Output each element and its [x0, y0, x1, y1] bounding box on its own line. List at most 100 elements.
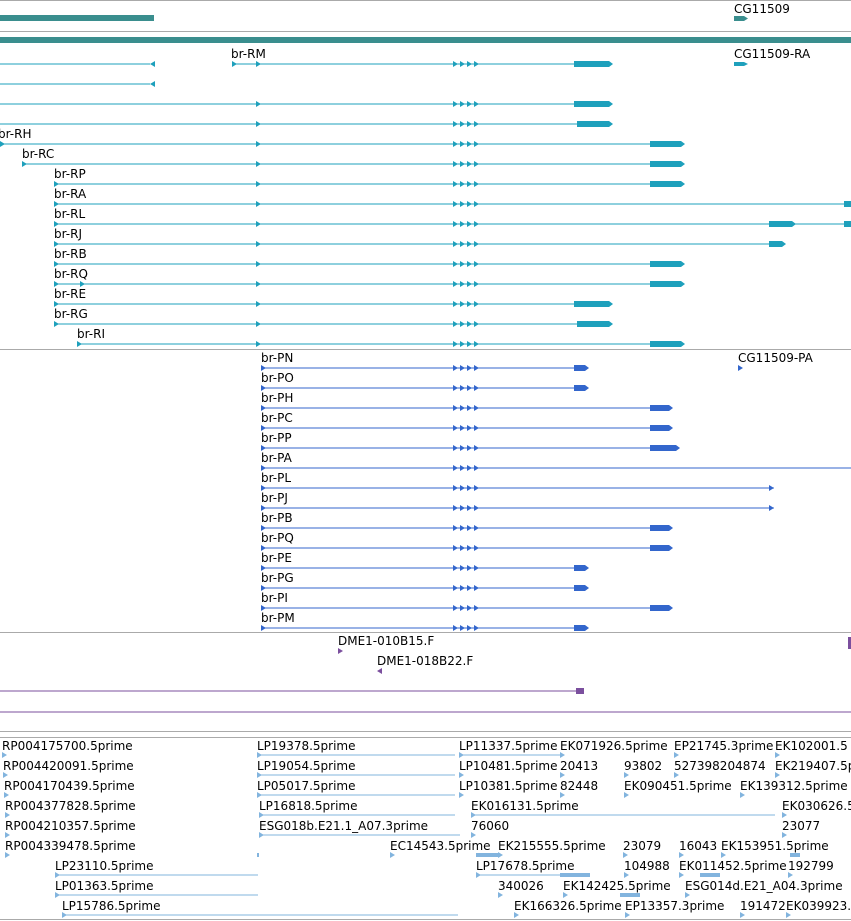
arrow-right-icon — [738, 365, 743, 371]
est-label-ep13357-3prime[interactable]: EP13357.3prime — [625, 899, 724, 913]
transcript-label-br-pl[interactable]: br-PL — [261, 471, 291, 485]
est-label-340026[interactable]: 340026 — [498, 879, 544, 893]
transcript-label-br-pj[interactable]: br-PJ — [261, 491, 288, 505]
arrow-right-icon — [459, 752, 464, 758]
est-label-rp004210357-5prime[interactable]: RP004210357.5prime — [5, 819, 136, 833]
clone-label-dme1-018b22-f[interactable]: DME1-018B22.F — [377, 654, 473, 668]
est-label-ek142425-5prime[interactable]: EK142425.5prime — [563, 879, 671, 893]
est-label-lp23110-5prime[interactable]: LP23110.5prime — [55, 859, 154, 873]
est-label-rp004339478-5prime[interactable]: RP004339478.5prime — [5, 839, 136, 853]
est-label-ek030626-5[interactable]: EK030626.5 — [782, 799, 851, 813]
transcript-label-br-pg[interactable]: br-PG — [261, 571, 294, 585]
est-label-rp004377828-5prime[interactable]: RP004377828.5prime — [5, 799, 136, 813]
transcript-label-br-rj[interactable]: br-RJ — [54, 227, 82, 241]
est-label-ek011452-5prime[interactable]: EK011452.5prime — [679, 859, 787, 873]
est-label-rp004420091-5prime[interactable]: RP004420091.5prime — [3, 759, 134, 773]
est-label-ek139312-5prime[interactable]: EK139312.5prime — [740, 779, 848, 793]
arrow-right-icon — [80, 281, 85, 287]
est-label-lp16818-5prime[interactable]: LP16818.5prime — [259, 799, 358, 813]
transcript-label-br-ra[interactable]: br-RA — [54, 187, 87, 201]
est-label-ek016131-5prime[interactable]: EK016131.5prime — [471, 799, 579, 813]
est-label-lp17678-5prime[interactable]: LP17678.5prime — [476, 859, 575, 873]
gene-bar[interactable] — [0, 15, 154, 21]
est-label-192799[interactable]: 192799 — [788, 859, 834, 873]
est-label-lp10381-5prime[interactable]: LP10381.5prime — [459, 779, 558, 793]
est-label-20413[interactable]: 20413 — [560, 759, 598, 773]
est-label-191472[interactable]: 191472 — [740, 899, 786, 913]
est-label-93802[interactable]: 93802 — [624, 759, 662, 773]
est-label-23079[interactable]: 23079 — [623, 839, 661, 853]
est-exon — [620, 893, 640, 897]
transcript-label-br-pp[interactable]: br-PP — [261, 431, 292, 445]
arrow-right-icon — [467, 301, 472, 307]
est-label-ek219407-5p[interactable]: EK219407.5p — [775, 759, 851, 773]
est-label-esg014d-e21-a04-3prime[interactable]: ESG014d.E21_A04.3prime — [685, 879, 843, 893]
transcript-label-br-pm[interactable]: br-PM — [261, 611, 295, 625]
transcript-label-cg11509-ra[interactable]: CG11509-RA — [734, 47, 811, 61]
est-label-esg018b-e21-1-a07-3prime[interactable]: ESG018b.E21.1_A07.3prime — [259, 819, 428, 833]
arrow-right-icon — [453, 545, 458, 551]
gene-label-cg11509[interactable]: CG11509 — [734, 2, 790, 16]
transcript-label-br-ph[interactable]: br-PH — [261, 391, 293, 405]
est-label-lp10481-5prime[interactable]: LP10481.5prime — [459, 759, 558, 773]
arrow-right-icon — [256, 181, 261, 187]
arrow-right-icon — [740, 792, 745, 798]
coding-exon — [574, 565, 585, 571]
est-label-lp19378-5prime[interactable]: LP19378.5prime — [257, 739, 356, 753]
transcript-label-br-rb[interactable]: br-RB — [54, 247, 87, 261]
transcript-label-br-rq[interactable]: br-RQ — [54, 267, 88, 281]
est-label-ek039923[interactable]: EK039923. — [786, 899, 851, 913]
transcript-label-br-re[interactable]: br-RE — [54, 287, 86, 301]
est-label-ec14543-5prime[interactable]: EC14543.5prime — [390, 839, 491, 853]
est-label-82448[interactable]: 82448 — [560, 779, 598, 793]
est-label-ek153951-5prime[interactable]: EK153951.5prime — [721, 839, 829, 853]
est-label-16043[interactable]: 16043 — [679, 839, 717, 853]
clone-label-dme1-010b15-f[interactable]: DME1-010B15.F — [338, 634, 434, 648]
transcript-label-br-rg[interactable]: br-RG — [54, 307, 88, 321]
est-label-lp05017-5prime[interactable]: LP05017.5prime — [257, 779, 356, 793]
est-label-ek215555-5prime[interactable]: EK215555.5prime — [498, 839, 606, 853]
est-label-23077[interactable]: 23077 — [782, 819, 820, 833]
transcript-label-br-rc[interactable]: br-RC — [22, 147, 54, 161]
transcript-label-br-pa[interactable]: br-PA — [261, 451, 293, 465]
transcript-label-br-rl[interactable]: br-RL — [54, 207, 85, 221]
est-label-ek102001-5[interactable]: EK102001.5 — [775, 739, 848, 753]
arrow-right-icon — [460, 161, 465, 167]
transcript-label-br-po[interactable]: br-PO — [261, 371, 294, 385]
arrow-right-icon — [256, 61, 261, 67]
transcript-label-br-pn[interactable]: br-PN — [261, 351, 293, 365]
est-label-104988[interactable]: 104988 — [624, 859, 670, 873]
est-label-ek166326-5prime[interactable]: EK166326.5prime — [514, 899, 622, 913]
transcript-label-br-ri[interactable]: br-RI — [77, 327, 105, 341]
est-label-lp11337-5prime[interactable]: LP11337.5prime — [459, 739, 558, 753]
transcript-label-br-pe[interactable]: br-PE — [261, 551, 292, 565]
est-label-76060[interactable]: 76060 — [471, 819, 509, 833]
est-label-ek090451-5prime[interactable]: EK090451.5prime — [624, 779, 732, 793]
arrow-right-icon — [476, 872, 481, 878]
arrow-right-icon — [623, 852, 628, 858]
gene-bar[interactable] — [0, 37, 851, 43]
transcript-label-br-pb[interactable]: br-PB — [261, 511, 293, 525]
transcript-label-br-pi[interactable]: br-PI — [261, 591, 288, 605]
arrow-right-icon — [460, 61, 465, 67]
arrow-right-icon — [460, 281, 465, 287]
transcript-label-br-rh[interactable]: br-RH — [0, 127, 31, 141]
transcript-label-br-pq[interactable]: br-PQ — [261, 531, 294, 545]
arrow-right-icon — [256, 201, 261, 207]
est-label-lp01363-5prime[interactable]: LP01363.5prime — [55, 879, 154, 893]
est-label-lp15786-5prime[interactable]: LP15786.5prime — [62, 899, 161, 913]
transcript-label-cg11509-pa[interactable]: CG11509-PA — [738, 351, 814, 365]
est-label-rp004175700-5prime[interactable]: RP004175700.5prime — [2, 739, 133, 753]
arrow-right-icon — [5, 852, 10, 858]
est-label-ep21745-3prime[interactable]: EP21745.3prime — [674, 739, 773, 753]
est-label-ek071926-5prime[interactable]: EK071926.5prime — [560, 739, 668, 753]
transcript-label-br-rm[interactable]: br-RM — [231, 47, 266, 61]
gene-bar[interactable] — [734, 16, 744, 21]
est-label-rp004170439-5prime[interactable]: RP004170439.5prime — [4, 779, 135, 793]
transcript-label-br-rp[interactable]: br-RP — [54, 167, 86, 181]
arrow-right-icon — [453, 181, 458, 187]
arrow-right-icon — [782, 832, 787, 838]
transcript-label-br-pc[interactable]: br-PC — [261, 411, 293, 425]
est-label-527398204874[interactable]: 527398204874 — [674, 759, 766, 773]
est-label-lp19054-5prime[interactable]: LP19054.5prime — [257, 759, 356, 773]
